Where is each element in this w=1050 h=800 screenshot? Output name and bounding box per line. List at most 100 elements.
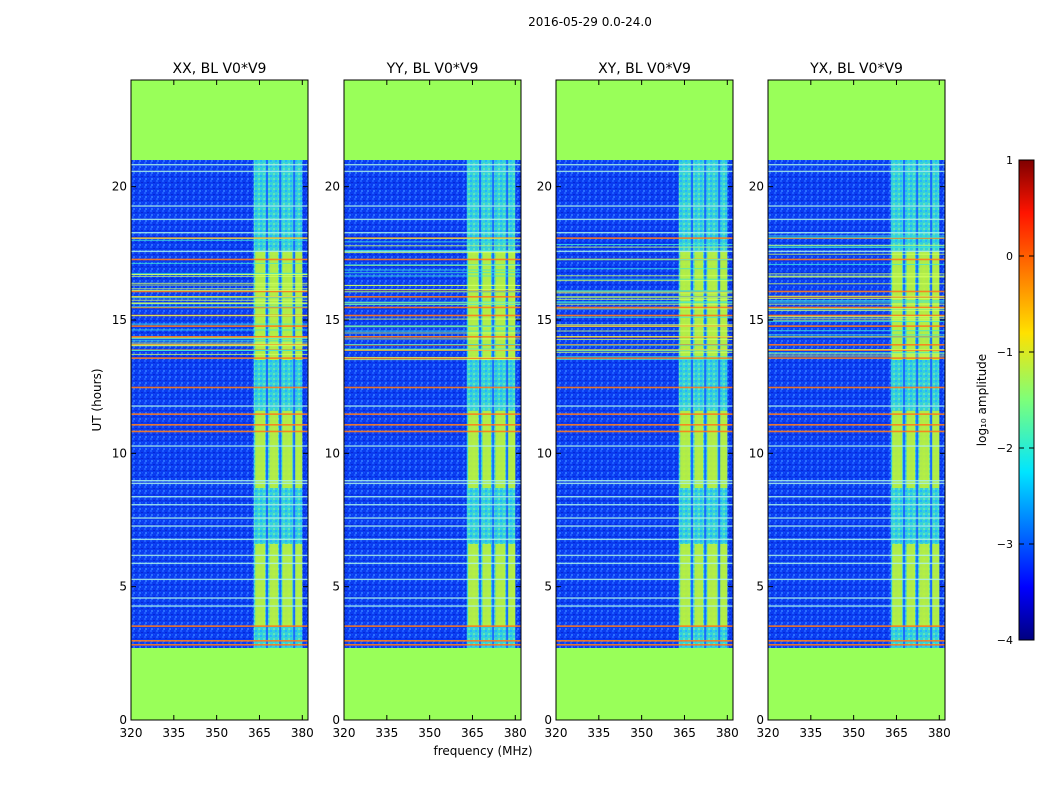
streak [131, 250, 308, 253]
hot-streak [131, 357, 308, 359]
hot-streak [768, 344, 945, 346]
masked-region [768, 80, 945, 160]
streak [131, 239, 308, 241]
x-axis-label: frequency (MHz) [433, 744, 532, 758]
streak [344, 482, 521, 485]
band-gap [704, 160, 707, 648]
streak [344, 291, 521, 293]
hot-streak [768, 424, 945, 426]
streak [344, 264, 521, 266]
streak [131, 289, 308, 291]
streak [768, 554, 945, 557]
streak [556, 278, 733, 280]
rfi-block [707, 410, 718, 488]
rfi-block [680, 410, 691, 488]
panel-title: YX, BL V0*V9 [809, 61, 903, 77]
streak [768, 315, 945, 317]
streak [131, 314, 308, 316]
streak [131, 302, 308, 304]
rfi-block [295, 410, 303, 488]
rfi-block [906, 250, 916, 360]
x-tick-label: 380 [504, 726, 527, 740]
rfi-block [468, 544, 479, 627]
streak [131, 353, 308, 355]
streak [344, 525, 521, 527]
x-tick-label: 350 [630, 726, 653, 740]
streak [768, 263, 945, 265]
masked-region [131, 648, 308, 720]
rfi-block [508, 544, 516, 627]
streak [768, 349, 945, 351]
streak [768, 597, 945, 599]
panel-0: XX, BL V0*V9 320 335 350 365 380 0 5 10 15 20 [112, 61, 314, 740]
hot-streak [131, 290, 308, 293]
streak [556, 538, 733, 541]
streak [344, 302, 521, 304]
streak [131, 597, 308, 599]
streak [344, 232, 521, 234]
streak [344, 301, 521, 303]
streak [344, 205, 521, 207]
streak [768, 164, 945, 166]
streak [556, 445, 733, 447]
streak [556, 302, 733, 304]
streak [556, 218, 733, 221]
colorbar-tick-label: 1 [1006, 154, 1013, 167]
y-tick-label: 20 [749, 180, 764, 194]
rfi-block [482, 544, 492, 627]
streak [768, 445, 945, 447]
streak [131, 323, 308, 325]
hot-streak [556, 640, 733, 642]
hot-streak [768, 296, 945, 298]
rfi-block [932, 544, 940, 627]
streak [768, 334, 945, 336]
streak [131, 562, 308, 565]
streak [131, 288, 308, 290]
streak [556, 324, 733, 326]
streak [768, 538, 945, 541]
streak [768, 247, 945, 249]
hot-streak [131, 625, 308, 627]
streak [768, 317, 945, 319]
rfi-block [269, 410, 279, 488]
hot-streak [556, 413, 733, 415]
streak [768, 301, 945, 303]
axes-frame [555, 79, 734, 721]
rfi-block [892, 410, 903, 488]
band-gap [691, 160, 694, 648]
streak [768, 275, 945, 277]
streak [556, 338, 733, 340]
hot-streak [768, 290, 945, 293]
streak [344, 250, 521, 252]
streak [556, 316, 733, 318]
streak [556, 344, 733, 346]
x-tick-label: 320 [757, 726, 780, 740]
streak [131, 272, 308, 274]
rfi-block [892, 544, 903, 627]
streak [131, 338, 308, 340]
streak [131, 274, 308, 276]
hot-streak [344, 625, 521, 627]
streak [556, 351, 733, 353]
hot-streak [768, 644, 945, 646]
hot-streak [131, 640, 308, 642]
hot-streak [768, 258, 945, 261]
streak [131, 349, 308, 351]
hot-streak [556, 386, 733, 389]
streak [131, 340, 308, 342]
y-tick-label: 5 [332, 580, 340, 594]
streak [768, 330, 945, 332]
streak [344, 405, 521, 407]
streak [344, 325, 521, 327]
streak [131, 538, 308, 541]
rfi-block [508, 250, 516, 360]
streak [131, 342, 308, 344]
streak [556, 504, 733, 506]
streak [768, 300, 945, 302]
streak [768, 235, 945, 237]
rfi-block [468, 250, 479, 360]
band-gap [479, 160, 482, 648]
colorbar-tick-label: −4 [997, 634, 1013, 647]
streak [131, 345, 308, 347]
